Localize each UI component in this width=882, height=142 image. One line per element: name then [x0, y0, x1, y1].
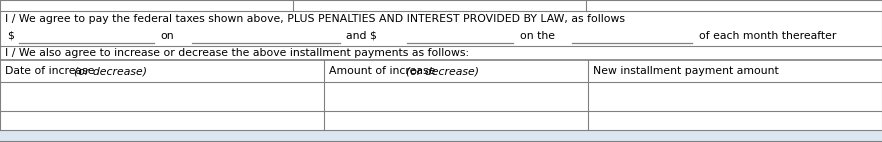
Text: I / We also agree to increase or decrease the above installment payments as foll: I / We also agree to increase or decreas…: [5, 48, 469, 58]
Text: of each month thereafter: of each month thereafter: [699, 31, 837, 41]
Text: Amount of increase: Amount of increase: [329, 66, 438, 76]
Text: Date of increase: Date of increase: [5, 66, 98, 76]
Bar: [0, 11, 882, 130]
Text: I / We agree to pay the federal taxes shown above, PLUS PENALTIES AND INTEREST P: I / We agree to pay the federal taxes sh…: [5, 14, 625, 25]
Bar: [586, 0, 882, 11]
Text: $: $: [7, 31, 14, 41]
Text: and $: and $: [346, 31, 377, 41]
Text: on the: on the: [520, 31, 556, 41]
Text: New installment payment amount: New installment payment amount: [594, 66, 779, 76]
Bar: [293, 0, 586, 11]
Text: (or decrease): (or decrease): [74, 66, 147, 76]
Text: (or decrease): (or decrease): [406, 66, 479, 76]
Text: on: on: [161, 31, 174, 41]
Bar: [0, 0, 293, 11]
